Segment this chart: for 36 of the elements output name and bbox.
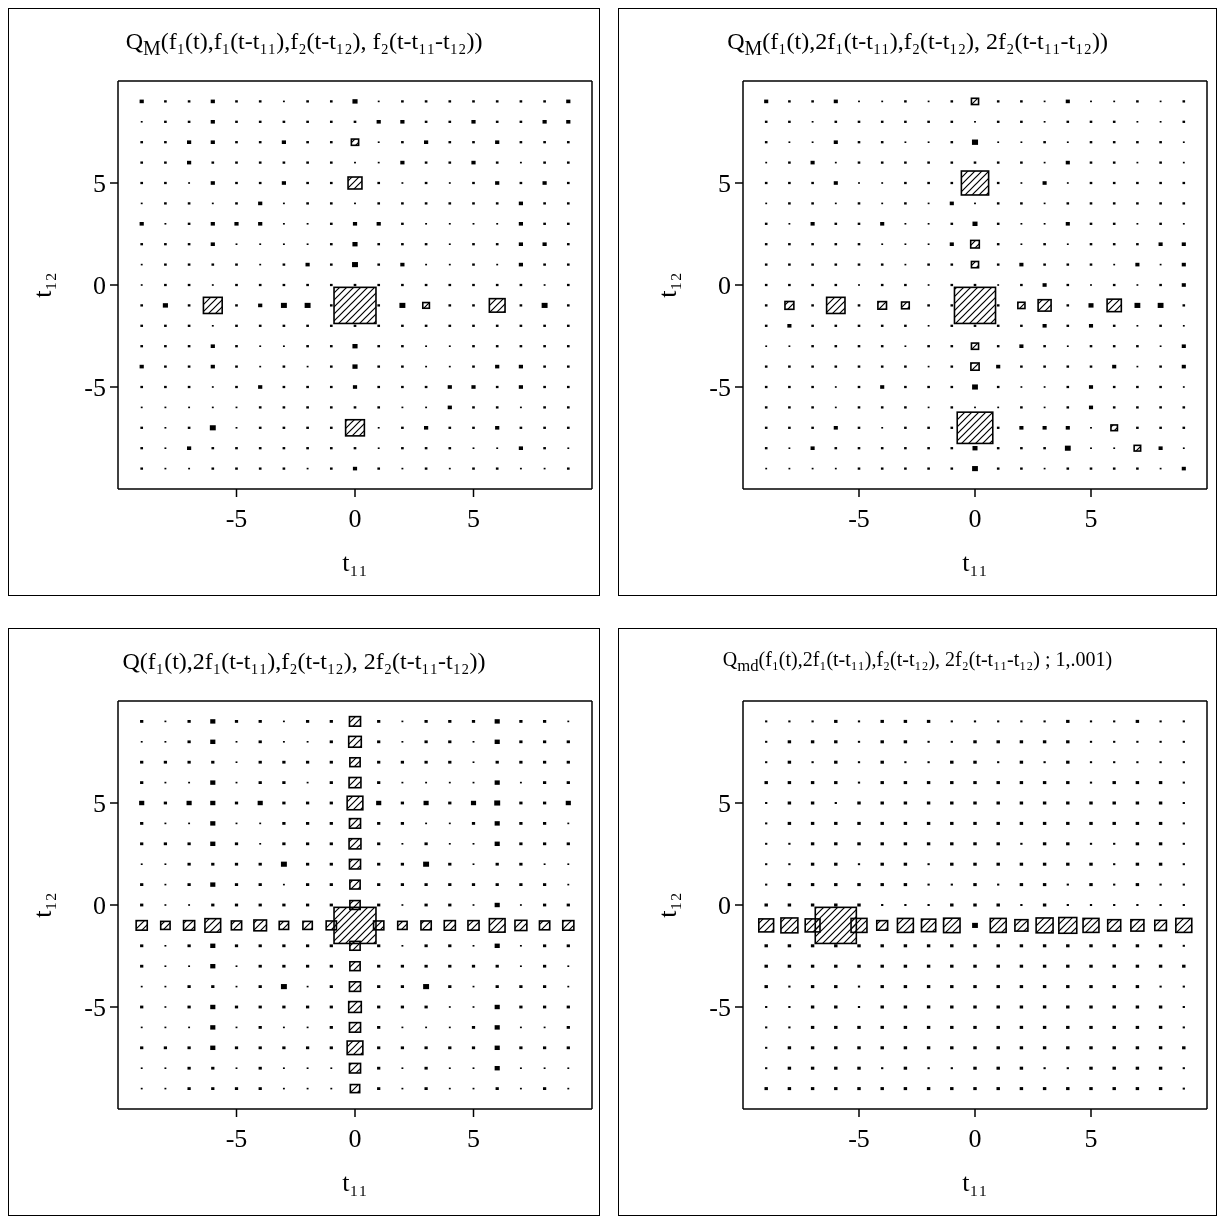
y-axis-title: t₁₂ bbox=[27, 272, 58, 298]
x-tick-label: 0 bbox=[348, 504, 362, 534]
y-tick-label: -5 bbox=[709, 993, 731, 1023]
x-tick-label: 5 bbox=[1084, 1124, 1098, 1154]
y-tick-label: 5 bbox=[718, 169, 731, 199]
chart-title: Q(f₁(t),2f₁(t-t₁₁),f₂(t-t₁₂), 2f₂(t-t₁₁-t₁₂)) bbox=[121, 647, 487, 676]
chart-title: Q$_{M}$(f₁(t),2f₁(t-t₁₁),f₂(t-t₁₂), 2f₂(t-t₁₁-t₁₂)) bbox=[726, 27, 1109, 60]
x-tick-label: 5 bbox=[1084, 504, 1098, 534]
y-tick-label: 0 bbox=[718, 891, 731, 921]
y-tick-label: 0 bbox=[93, 891, 106, 921]
y-tick-label: 5 bbox=[718, 789, 731, 819]
x-tick-label: 5 bbox=[467, 504, 480, 534]
y-tick-label: 0 bbox=[93, 271, 106, 301]
x-axis-title: t₁₁ bbox=[961, 548, 989, 578]
y-tick-label: -5 bbox=[84, 373, 106, 403]
x-tick-label: 0 bbox=[968, 504, 982, 534]
x-tick-label: 0 bbox=[968, 1124, 982, 1154]
y-tick-label: -5 bbox=[709, 373, 731, 403]
chart-title: Q$_{md}$(f₁(t),2f₁(t-t₁₁),f₂(t-t₁₂), 2f₂(t-t₁₁-t₁₂) ; 1,.001) bbox=[721, 647, 1114, 676]
y-axis-title: t₁₂ bbox=[652, 272, 683, 298]
y-tick-label: 5 bbox=[93, 169, 106, 199]
x-tick-label: 0 bbox=[348, 1124, 362, 1154]
y-tick-label: 0 bbox=[718, 271, 731, 301]
x-tick-label: -5 bbox=[225, 1124, 248, 1154]
x-tick-label: -5 bbox=[848, 1124, 870, 1154]
y-axis-title: t₁₂ bbox=[27, 892, 58, 918]
x-axis-title: t₁₁ bbox=[961, 1168, 989, 1198]
x-tick-label: 5 bbox=[467, 1124, 480, 1154]
x-tick-label: -5 bbox=[225, 504, 248, 534]
y-tick-label: -5 bbox=[84, 993, 106, 1023]
y-tick-label: 5 bbox=[93, 789, 106, 819]
x-tick-label: -5 bbox=[848, 504, 870, 534]
x-axis-title: t₁₁ bbox=[341, 1168, 369, 1198]
chart-title: Q$_{M}$(f₁(t),f₁(t-t₁₁),f₂(t-t₁₂), f₂(t-t₁₁-t₁₂)) bbox=[124, 27, 484, 60]
y-axis-title: t₁₂ bbox=[652, 892, 683, 918]
x-axis-title: t₁₁ bbox=[341, 548, 369, 578]
